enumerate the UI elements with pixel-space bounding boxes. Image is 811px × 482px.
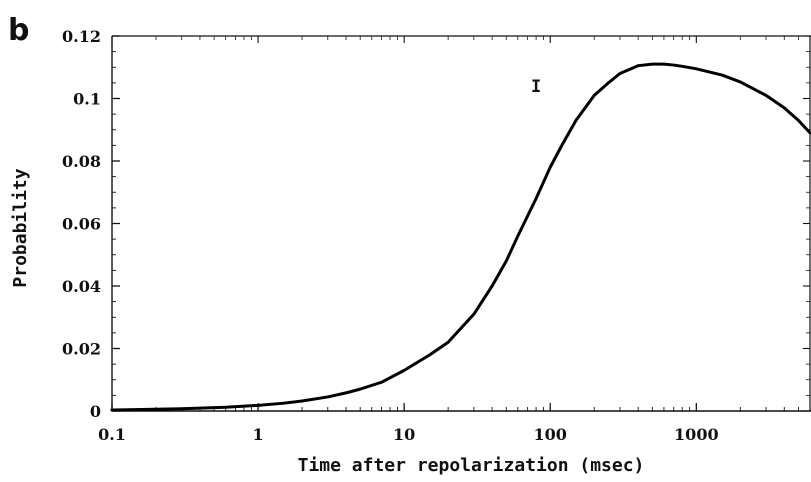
- x-ticks: 0.1 1 10 100 1000: [98, 36, 719, 444]
- x-minor-ticks: [155, 36, 811, 411]
- y-axis-title: Probability: [10, 168, 31, 287]
- y-ticks: 0 0.02 0.04 0.06 0.08 0.1 0.12: [62, 27, 810, 421]
- x-tick-label: 1000: [674, 425, 719, 444]
- annotation-label: I: [531, 77, 541, 97]
- x-tick-label: 100: [534, 425, 567, 444]
- x-tick-label: 1: [253, 425, 264, 444]
- y-tick-label: 0.1: [73, 90, 101, 109]
- y-tick-label: 0.08: [62, 152, 101, 171]
- panel-label: b: [8, 13, 29, 48]
- y-tick-label: 0.06: [62, 215, 101, 234]
- y-tick-label: 0.02: [62, 340, 101, 359]
- series-line-probability-curve: [110, 62, 811, 412]
- x-axis-title: Time after repolarization (msec): [298, 455, 645, 476]
- plot-area: 0.1 1 10 100 1000 0 0.02 0.04 0.06 0.08 0.1 0.12: [62, 27, 811, 444]
- y-tick-label: 0: [90, 402, 101, 421]
- x-tick-label: 0.1: [98, 425, 126, 444]
- x-tick-label: 10: [393, 425, 415, 444]
- y-minor-ticks: [112, 51, 810, 396]
- y-tick-label: 0.12: [62, 27, 101, 46]
- y-tick-label: 0.04: [62, 277, 101, 296]
